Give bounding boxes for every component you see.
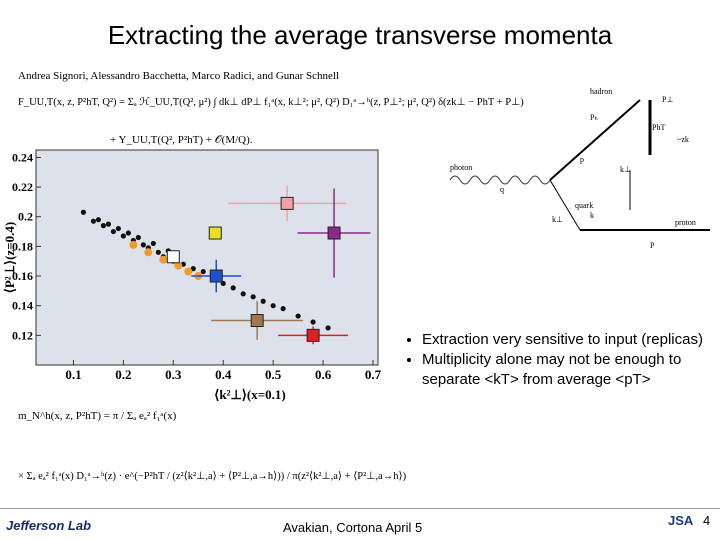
chart: 0.1 0.2 0.3 0.4 0.5 0.6 0.7 0.12 0.14 0.16 0.18 0.2…	[2, 149, 382, 402]
x-tick-label: 0.4	[215, 367, 232, 382]
point	[110, 228, 116, 235]
point	[120, 233, 126, 239]
point	[295, 313, 301, 319]
point	[270, 303, 276, 309]
x-tick-label: 0.1	[65, 367, 81, 382]
diagram-label: q	[500, 185, 504, 194]
page-number: 4	[703, 513, 711, 528]
y-tick-label: 0.12	[12, 328, 33, 342]
marker	[250, 314, 264, 328]
point	[95, 217, 102, 223]
diagram-label: k	[590, 211, 594, 220]
bullet: Extraction very sensitive to input (repl…	[422, 330, 720, 350]
point	[230, 285, 236, 291]
marker	[208, 226, 222, 240]
footer-text: Avakian, Cortona April 5	[283, 520, 423, 535]
point	[125, 230, 131, 236]
x-tick-label: 0.6	[315, 367, 332, 382]
x-tick-label: 0.3	[165, 367, 182, 382]
point	[280, 306, 286, 312]
diagram-label: k⊥	[552, 215, 563, 224]
diagram-label: ~zk	[677, 135, 689, 144]
point	[90, 218, 97, 224]
y-tick-label: 0.18	[12, 239, 33, 253]
diagram-label: hadron	[590, 87, 612, 96]
point	[240, 291, 246, 297]
y-axis-label: ⟨P²⊥⟩(z=0.4)	[2, 222, 17, 293]
plot-area	[35, 149, 379, 366]
point	[174, 261, 183, 270]
diagram-label: P⊥	[662, 95, 673, 104]
diagram-label: quark	[575, 201, 593, 210]
x-tick-label: 0.5	[265, 367, 282, 382]
point	[159, 255, 168, 264]
point	[155, 249, 161, 255]
authors: Andrea Signori, Alessandro Bacchetta, Ma…	[18, 70, 340, 82]
diagram: hadron photon quark proton Pₕ P⊥ PhT ~zk k⊥ p q k⊥ k…	[449, 87, 710, 250]
equation: m_N^h(x, z, P²hT) = π / Σₐ eₐ² f₁ᵃ(x)	[18, 410, 177, 422]
equation: + Y_UU,T(Q², P²hT) + 𝒪(M/Q).	[110, 134, 253, 146]
diagram-label: P	[650, 241, 655, 250]
point	[150, 240, 156, 247]
point	[200, 268, 206, 275]
x-tick-label: 0.2	[115, 367, 131, 382]
diagram-label: photon	[450, 163, 472, 172]
logo: Jefferson Lab	[6, 518, 92, 533]
marker	[280, 196, 294, 210]
point	[190, 266, 196, 272]
bullet-list: Extraction very sensitive to input (repl…	[400, 330, 720, 390]
point	[105, 221, 111, 227]
marker	[327, 226, 341, 240]
point	[129, 240, 138, 249]
y-tick-label: 0.2	[18, 210, 33, 224]
photon-line	[449, 175, 551, 185]
point	[184, 267, 193, 276]
point	[144, 248, 153, 257]
point	[115, 225, 121, 232]
diagram-label: proton	[675, 218, 696, 227]
x-tick-label: 0.7	[365, 367, 382, 382]
point	[260, 298, 266, 304]
point	[80, 209, 87, 215]
point	[325, 325, 331, 331]
y-tick-label: 0.16	[12, 269, 33, 283]
marker	[166, 250, 180, 264]
quark-line	[549, 179, 581, 231]
y-tick-label: 0.22	[12, 180, 33, 194]
diagram-label: p	[580, 155, 584, 164]
marker	[209, 269, 223, 283]
point	[100, 223, 107, 229]
point	[135, 234, 141, 241]
diagram-label: PhT	[652, 123, 665, 132]
point	[310, 319, 316, 325]
x-axis-label: ⟨k²⊥⟩(x=0.1)	[214, 387, 285, 402]
equation: F_UU,T(x, z, P²hT, Q²) = Σₐ ℋ_UU,T(Q², μ…	[18, 97, 524, 108]
logo: JSA	[668, 513, 694, 528]
point	[250, 294, 256, 300]
diagram-label: k⊥	[620, 165, 631, 174]
footer-rule	[0, 508, 720, 509]
diagram-label: Pₕ	[590, 113, 598, 122]
slide-title: Extracting the average transverse moment…	[107, 20, 613, 50]
hadron-line	[549, 99, 641, 181]
bullet: Multiplicity alone may not be enough to …	[422, 350, 720, 390]
y-tick-label: 0.14	[12, 299, 33, 313]
y-tick-label: 0.24	[12, 150, 33, 164]
point	[140, 242, 146, 248]
equation: × Σₐ eₐ² f₁ᵃ(x) D₁ᵃ→ʰ(z) · e^(−P²hT / (z…	[18, 471, 407, 482]
marker	[306, 328, 320, 342]
